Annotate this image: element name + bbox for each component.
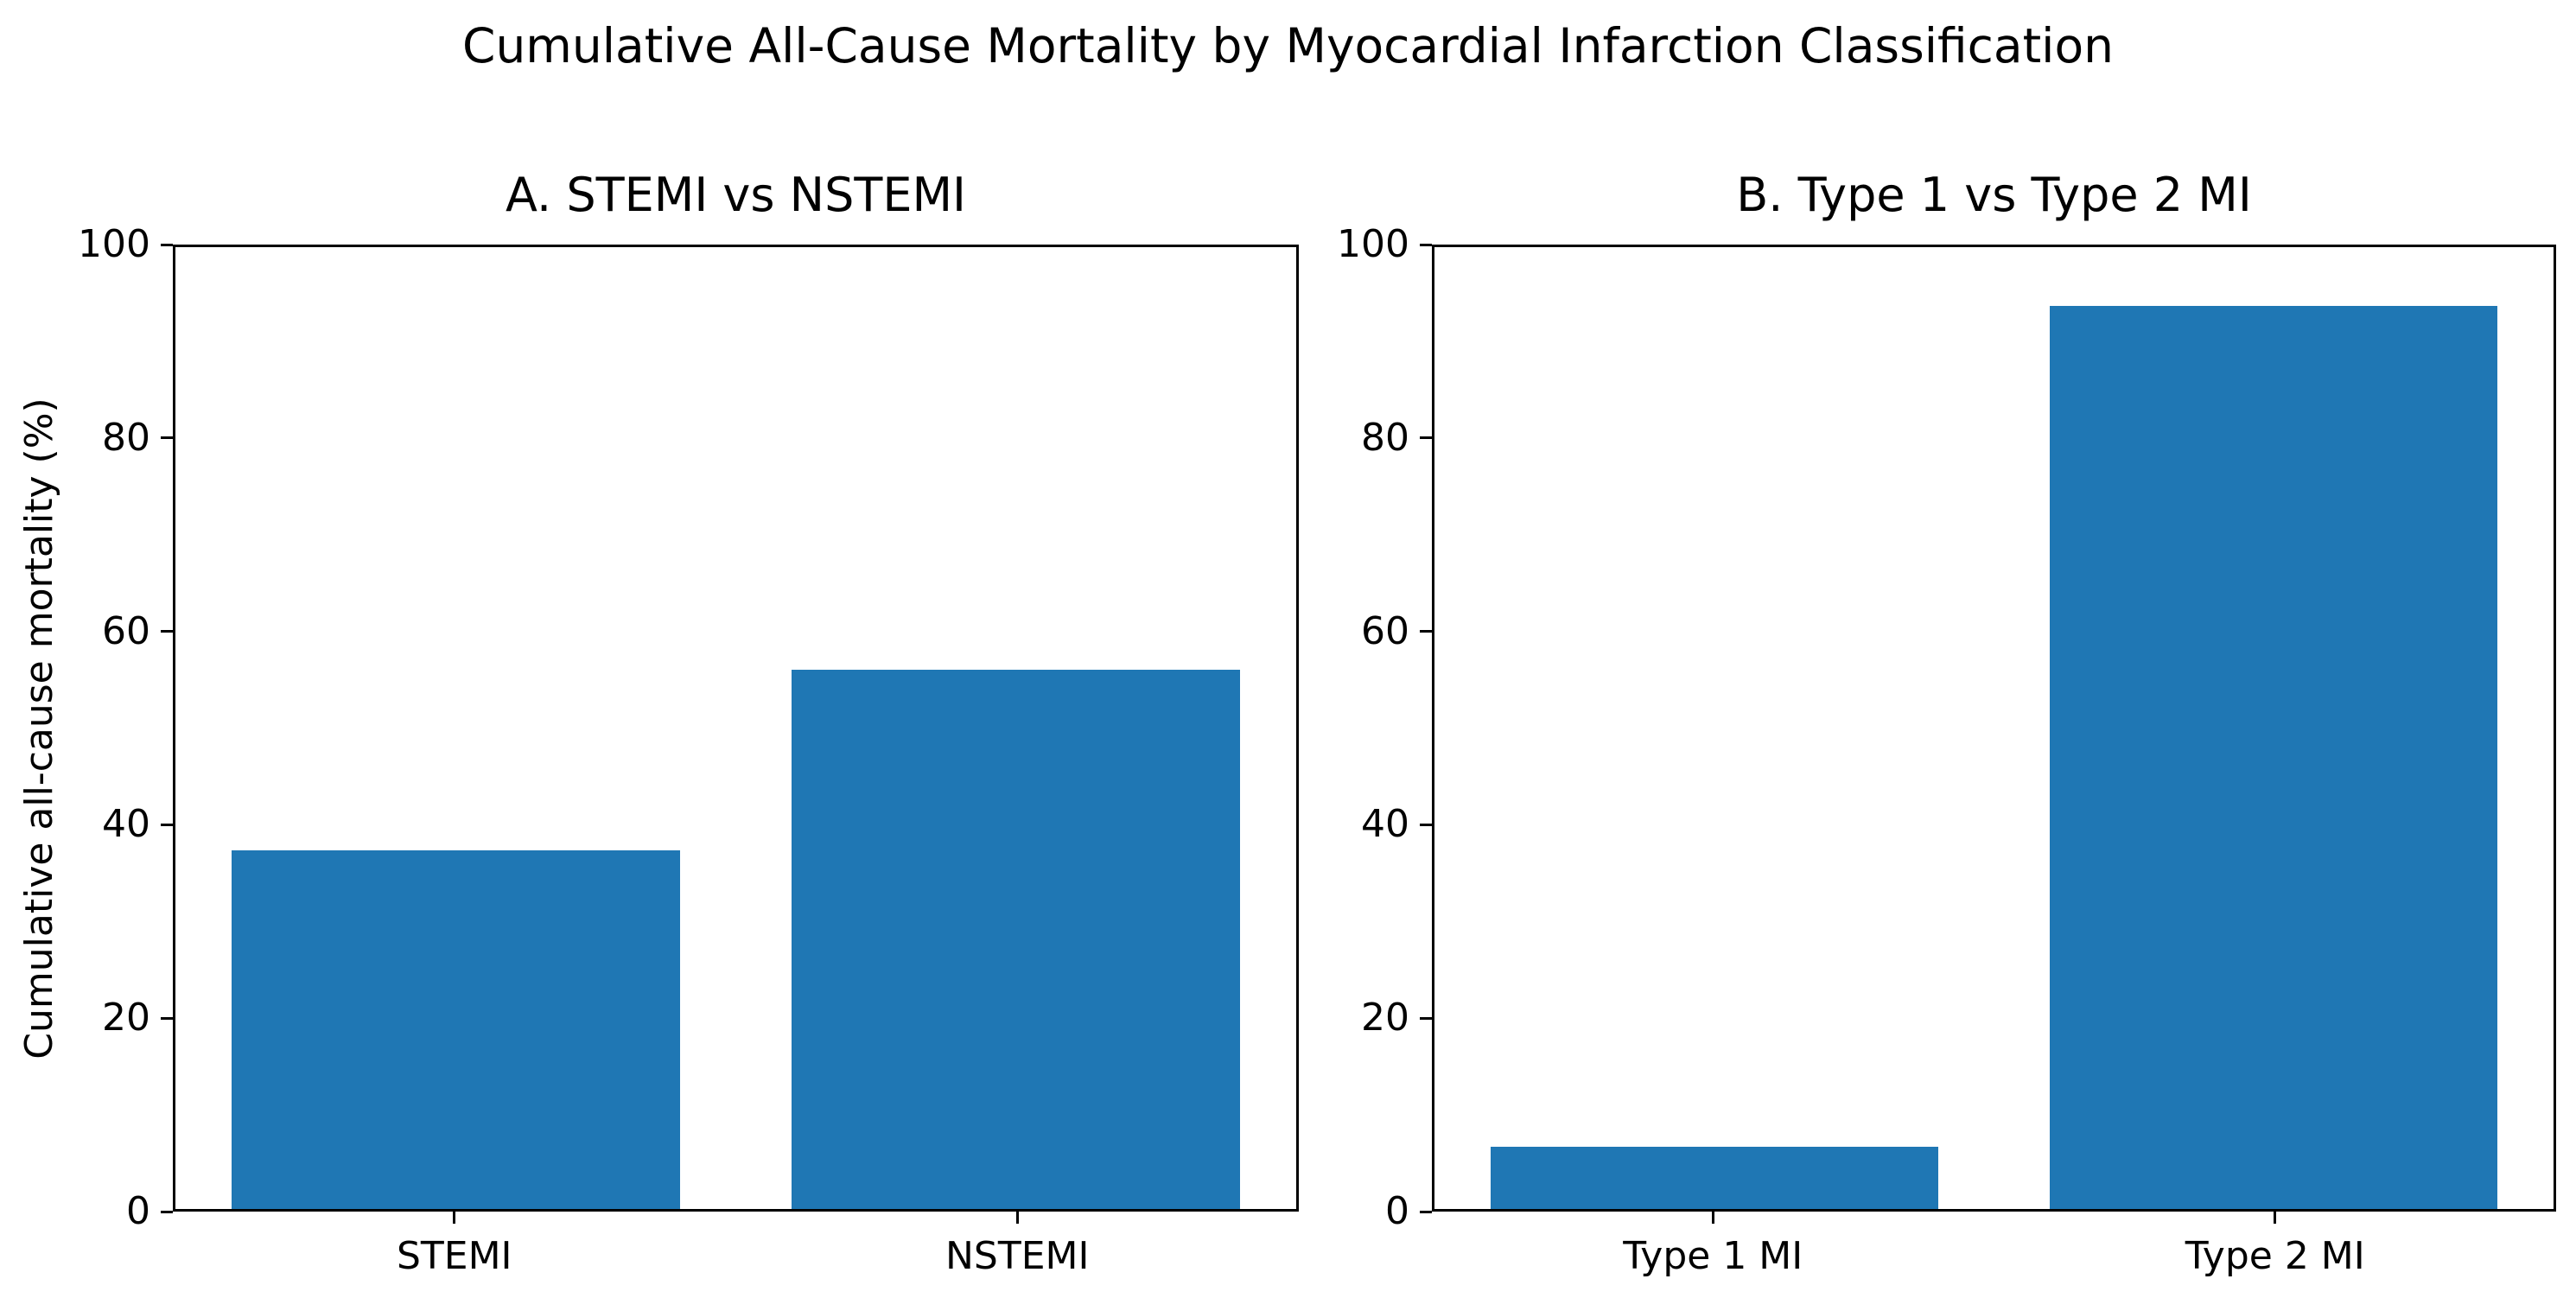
y-axis-tick — [1420, 243, 1432, 246]
figure-title: Cumulative All-Cause Mortality by Myocar… — [462, 18, 2114, 73]
y-axis-tick-label: 60 — [102, 608, 150, 653]
y-axis-tick-label: 20 — [1361, 996, 1409, 1040]
y-axis-tick-label: 0 — [1385, 1189, 1409, 1233]
y-axis-tick — [1420, 1210, 1432, 1213]
y-axis-tick-label: 0 — [126, 1189, 150, 1233]
bar-stemi — [231, 849, 680, 1209]
x-axis-tick — [453, 1212, 456, 1224]
y-axis-tick-label: 40 — [102, 802, 150, 847]
subplot-b-axes — [1432, 245, 2556, 1212]
x-axis-tick — [1711, 1212, 1714, 1224]
y-axis-tick — [161, 630, 173, 633]
y-axis-tick — [1420, 1016, 1432, 1020]
y-axis-tick — [161, 243, 173, 246]
subplot-b-title: B. Type 1 vs Type 2 MI — [1736, 168, 2252, 222]
x-axis-tick — [1015, 1212, 1019, 1224]
y-axis-tick-label: 80 — [1361, 415, 1409, 460]
subplot-a-axes — [173, 245, 1299, 1212]
y-axis-tick — [161, 1016, 173, 1020]
y-axis-tick — [161, 823, 173, 826]
y-axis-tick-label: 20 — [102, 996, 150, 1040]
x-axis-tick-label: Type 1 MI — [1623, 1234, 1803, 1278]
bar-nstemi — [792, 669, 1241, 1209]
y-axis-label: Cumulative all-cause mortality (%) — [17, 397, 61, 1059]
y-axis-tick-label: 100 — [78, 222, 150, 266]
y-axis-tick-label: 100 — [1337, 222, 1409, 266]
y-axis-tick — [161, 436, 173, 440]
x-axis-tick — [2274, 1212, 2277, 1224]
subplot-a-title: A. STEMI vs NSTEMI — [506, 168, 966, 222]
x-axis-tick-label: Type 2 MI — [2185, 1234, 2365, 1278]
y-axis-tick — [1420, 823, 1432, 826]
y-axis-tick-label: 60 — [1361, 608, 1409, 653]
x-axis-tick-label: NSTEMI — [945, 1234, 1090, 1278]
bar-type-1-mi — [1490, 1146, 1938, 1209]
y-axis-tick — [1420, 630, 1432, 633]
y-axis-tick — [1420, 436, 1432, 440]
y-axis-tick — [161, 1210, 173, 1213]
y-axis-tick-label: 80 — [102, 415, 150, 460]
x-axis-tick-label: STEMI — [396, 1234, 512, 1278]
bar-type-2-mi — [2050, 305, 2498, 1209]
y-axis-tick-label: 40 — [1361, 802, 1409, 847]
